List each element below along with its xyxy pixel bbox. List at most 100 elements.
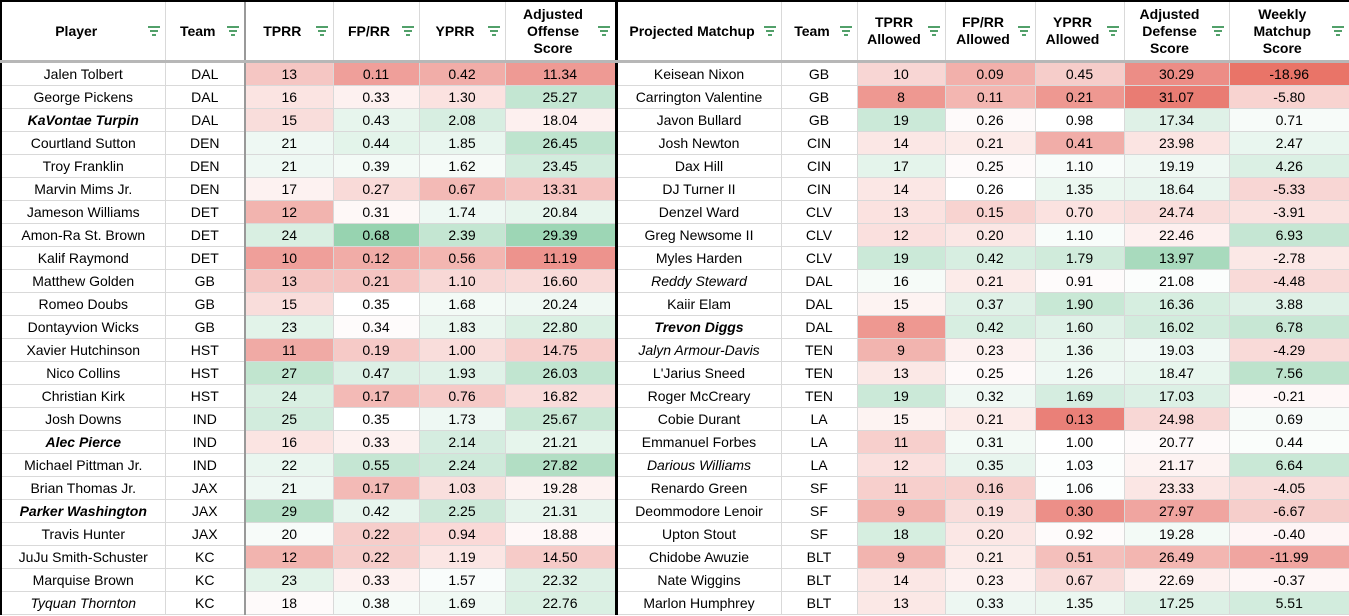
opp-team-cell[interactable]: LA (780, 430, 858, 454)
weekly-matchup-score-cell[interactable]: 6.93 (1228, 223, 1349, 247)
opp-team-cell[interactable]: CLV (780, 223, 858, 247)
adjusted-defense-score-cell[interactable]: 30.29 (1123, 61, 1230, 86)
header-yprr[interactable]: YPRR (418, 0, 506, 63)
fprr-allowed-cell[interactable]: 0.21 (944, 131, 1036, 155)
yprr-cell[interactable]: 1.83 (418, 315, 506, 339)
fprr-cell[interactable]: 0.35 (332, 292, 420, 316)
fprr-cell[interactable]: 0.12 (332, 246, 420, 270)
fprr-allowed-cell[interactable]: 0.21 (944, 545, 1036, 569)
opp-team-cell[interactable]: CIN (780, 131, 858, 155)
projected-matchup-cell[interactable]: Renardo Green (614, 476, 782, 500)
header-opp-team[interactable]: Team (780, 0, 858, 63)
tprr-allowed-cell[interactable]: 15 (856, 407, 946, 431)
yprr-allowed-cell[interactable]: 0.67 (1034, 568, 1125, 592)
projected-matchup-cell[interactable]: Darious Williams (614, 453, 782, 477)
team-cell[interactable]: HST (164, 361, 246, 385)
filter-icon[interactable] (401, 26, 414, 36)
tprr-allowed-cell[interactable]: 18 (856, 522, 946, 546)
filter-icon[interactable] (839, 26, 852, 36)
adjusted-defense-score-cell[interactable]: 27.97 (1123, 499, 1230, 523)
projected-matchup-cell[interactable]: L'Jarius Sneed (614, 361, 782, 385)
player-cell[interactable]: Nico Collins (0, 361, 166, 385)
weekly-matchup-score-cell[interactable]: 0.71 (1228, 108, 1349, 132)
weekly-matchup-score-cell[interactable]: -0.37 (1228, 568, 1349, 592)
projected-matchup-cell[interactable]: Roger McCreary (614, 384, 782, 408)
fprr-cell[interactable]: 0.44 (332, 131, 420, 155)
projected-matchup-cell[interactable]: Upton Stout (614, 522, 782, 546)
weekly-matchup-score-cell[interactable]: -2.78 (1228, 246, 1349, 270)
header-team[interactable]: Team (164, 0, 246, 63)
opp-team-cell[interactable]: TEN (780, 361, 858, 385)
player-cell[interactable]: George Pickens (0, 85, 166, 109)
team-cell[interactable]: DEN (164, 154, 246, 178)
player-cell[interactable]: KaVontae Turpin (0, 108, 166, 132)
fprr-allowed-cell[interactable]: 0.25 (944, 154, 1036, 178)
opp-team-cell[interactable]: SF (780, 476, 858, 500)
yprr-allowed-cell[interactable]: 1.35 (1034, 177, 1125, 201)
fprr-cell[interactable]: 0.17 (332, 384, 420, 408)
tprr-allowed-cell[interactable]: 13 (856, 591, 946, 615)
yprr-cell[interactable]: 2.24 (418, 453, 506, 477)
weekly-matchup-score-cell[interactable]: 0.69 (1228, 407, 1349, 431)
yprr-allowed-cell[interactable]: 0.30 (1034, 499, 1125, 523)
yprr-allowed-cell[interactable]: 0.70 (1034, 200, 1125, 224)
adjusted-offense-score-cell[interactable]: 22.80 (504, 315, 617, 339)
yprr-cell[interactable]: 0.42 (418, 61, 506, 86)
adjusted-defense-score-cell[interactable]: 13.97 (1123, 246, 1230, 270)
fprr-cell[interactable]: 0.33 (332, 430, 420, 454)
projected-matchup-cell[interactable]: DJ Turner II (614, 177, 782, 201)
projected-matchup-cell[interactable]: Chidobe Awuzie (614, 545, 782, 569)
tprr-cell[interactable]: 12 (244, 545, 334, 569)
weekly-matchup-score-cell[interactable]: 3.88 (1228, 292, 1349, 316)
tprr-cell[interactable]: 17 (244, 177, 334, 201)
team-cell[interactable]: DAL (164, 108, 246, 132)
projected-matchup-cell[interactable]: Greg Newsome II (614, 223, 782, 247)
weekly-matchup-score-cell[interactable]: 6.78 (1228, 315, 1349, 339)
header-tprr[interactable]: TPRR (244, 0, 334, 63)
adjusted-offense-score-cell[interactable]: 23.45 (504, 154, 617, 178)
yprr-allowed-cell[interactable]: 1.00 (1034, 430, 1125, 454)
adjusted-defense-score-cell[interactable]: 16.36 (1123, 292, 1230, 316)
player-cell[interactable]: Kalif Raymond (0, 246, 166, 270)
team-cell[interactable]: KC (164, 545, 246, 569)
team-cell[interactable]: JAX (164, 522, 246, 546)
fprr-allowed-cell[interactable]: 0.11 (944, 85, 1036, 109)
fprr-allowed-cell[interactable]: 0.21 (944, 407, 1036, 431)
fprr-cell[interactable]: 0.68 (332, 223, 420, 247)
projected-matchup-cell[interactable]: Deommodore Lenoir (614, 499, 782, 523)
weekly-matchup-score-cell[interactable]: 2.47 (1228, 131, 1349, 155)
tprr-allowed-cell[interactable]: 17 (856, 154, 946, 178)
opp-team-cell[interactable]: TEN (780, 384, 858, 408)
fprr-cell[interactable]: 0.35 (332, 407, 420, 431)
opp-team-cell[interactable]: GB (780, 61, 858, 86)
team-cell[interactable]: DAL (164, 61, 246, 86)
player-cell[interactable]: Marquise Brown (0, 568, 166, 592)
team-cell[interactable]: JAX (164, 476, 246, 500)
yprr-cell[interactable]: 0.67 (418, 177, 506, 201)
opp-team-cell[interactable]: SF (780, 499, 858, 523)
tprr-allowed-cell[interactable]: 9 (856, 545, 946, 569)
team-cell[interactable]: KC (164, 591, 246, 615)
tprr-cell[interactable]: 22 (244, 453, 334, 477)
adjusted-offense-score-cell[interactable]: 13.31 (504, 177, 617, 201)
projected-matchup-cell[interactable]: Myles Harden (614, 246, 782, 270)
header-tprr-allowed[interactable]: TPRR Allowed (856, 0, 946, 63)
opp-team-cell[interactable]: BLT (780, 568, 858, 592)
yprr-allowed-cell[interactable]: 0.91 (1034, 269, 1125, 293)
header-fprr[interactable]: FP/RR (332, 0, 420, 63)
tprr-allowed-cell[interactable]: 14 (856, 177, 946, 201)
yprr-cell[interactable]: 1.10 (418, 269, 506, 293)
opp-team-cell[interactable]: BLT (780, 545, 858, 569)
projected-matchup-cell[interactable]: Emmanuel Forbes (614, 430, 782, 454)
weekly-matchup-score-cell[interactable]: 4.26 (1228, 154, 1349, 178)
yprr-cell[interactable]: 1.57 (418, 568, 506, 592)
adjusted-defense-score-cell[interactable]: 17.34 (1123, 108, 1230, 132)
tprr-allowed-cell[interactable]: 12 (856, 453, 946, 477)
yprr-cell[interactable]: 1.74 (418, 200, 506, 224)
weekly-matchup-score-cell[interactable]: -5.80 (1228, 85, 1349, 109)
player-cell[interactable]: Jalen Tolbert (0, 61, 166, 86)
tprr-cell[interactable]: 13 (244, 61, 334, 86)
weekly-matchup-score-cell[interactable]: 0.44 (1228, 430, 1349, 454)
adjusted-defense-score-cell[interactable]: 20.77 (1123, 430, 1230, 454)
player-cell[interactable]: Troy Franklin (0, 154, 166, 178)
